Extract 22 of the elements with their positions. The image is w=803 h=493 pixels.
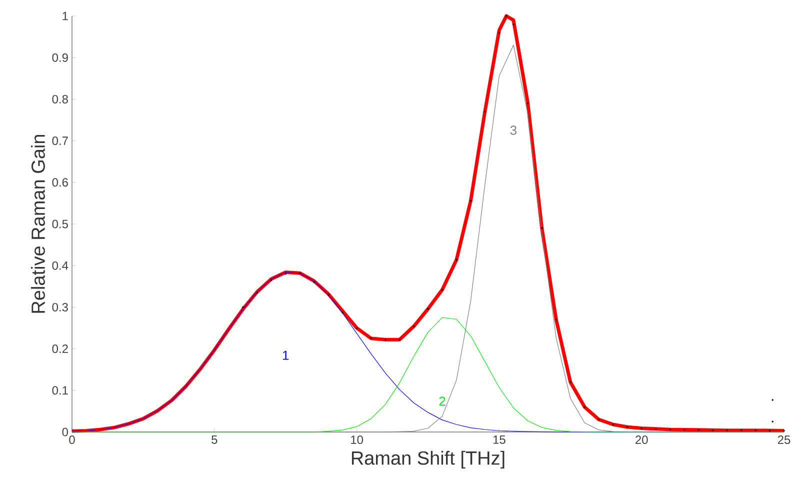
y-tick-label: 0.6 [52, 178, 68, 187]
series-label: 3 [510, 126, 516, 135]
text: 2 [439, 396, 446, 406]
y-tick-label: 0.7 [52, 136, 68, 146]
x-tick-label: 15 [493, 436, 506, 444]
text: 1 [282, 350, 289, 360]
y-tick-label: 0.8 [52, 94, 68, 104]
x-axis-title: Raman Shift [THz] [352, 450, 504, 469]
x-tick-label: 5 [212, 436, 218, 444]
y-tick-label: 0 [62, 428, 68, 436]
y-tick-label: 0.9 [52, 53, 68, 62]
x-tick-label: 25 [778, 436, 790, 444]
y-tick-label: 0.3 [52, 302, 68, 312]
x-tick-label: 20 [636, 436, 648, 444]
y-tick-label: 0.5 [52, 220, 68, 228]
x-tick-label: 0 [69, 436, 75, 444]
y-tick-label: 1 [62, 12, 68, 20]
x-tick-label: 10 [351, 436, 364, 444]
y-tick-label: 0.4 [52, 261, 68, 270]
y-tick-label: 0.2 [52, 344, 68, 354]
y-tick-label: 0.1 [52, 386, 68, 395]
y-axis-title: Relative Raman Gain [31, 134, 45, 313]
